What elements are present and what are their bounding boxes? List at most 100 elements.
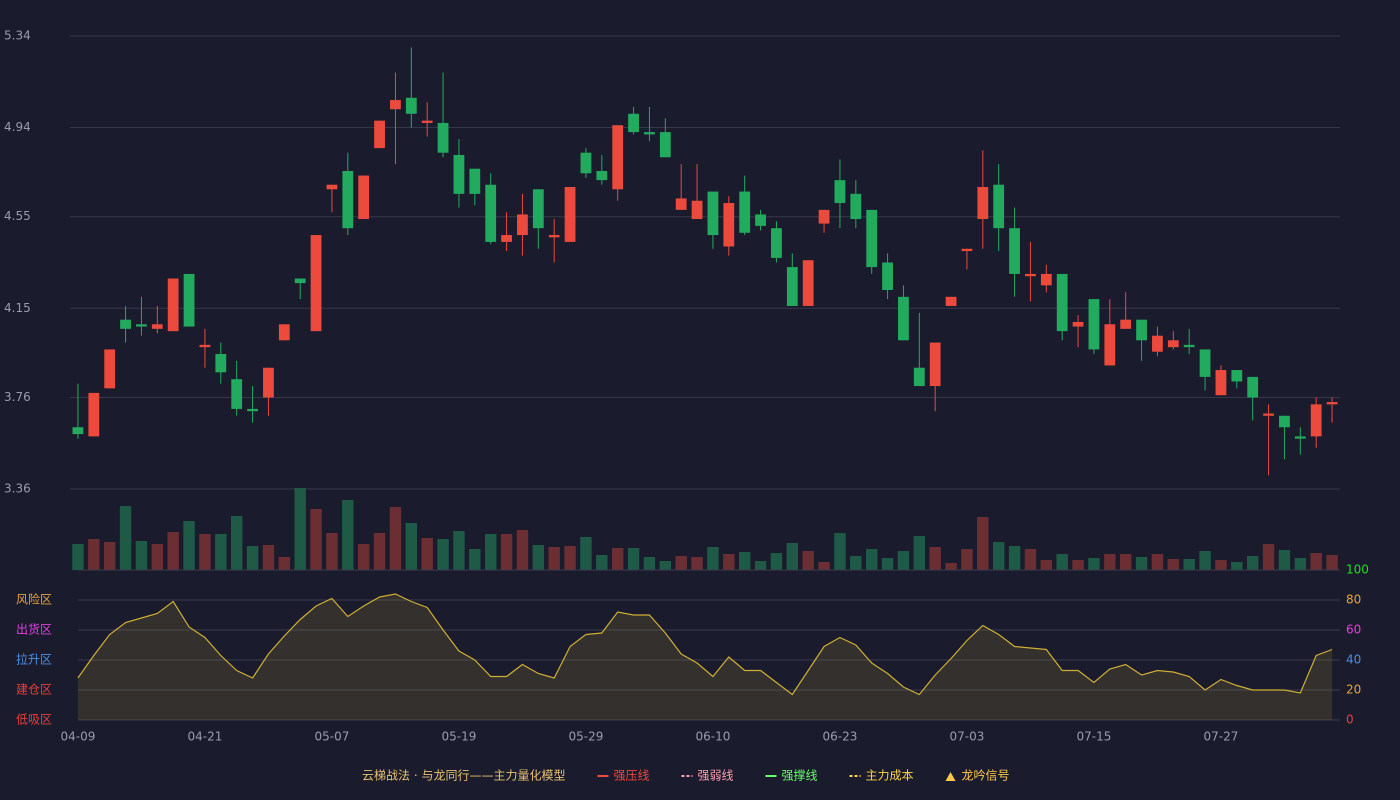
volume-bar xyxy=(1056,554,1068,570)
volume-bar xyxy=(215,534,227,570)
candle-body xyxy=(1199,349,1211,377)
volume-bar xyxy=(1262,544,1275,570)
candle-body xyxy=(612,125,624,190)
candle-body xyxy=(1167,340,1179,348)
legend-label: 强弱线 xyxy=(697,769,733,783)
volume-bar xyxy=(754,561,767,570)
x-tick-label: 05-07 xyxy=(315,730,350,744)
candle-body xyxy=(929,342,941,387)
volume-bar xyxy=(1167,559,1180,570)
volume-bar xyxy=(929,547,941,570)
candle-body xyxy=(1025,273,1036,277)
candle-body xyxy=(167,278,179,332)
volume-bar xyxy=(342,500,354,570)
zone-label: 低吸区 xyxy=(16,713,52,727)
candle-body xyxy=(104,349,116,389)
volume-bar xyxy=(1135,557,1148,570)
candle-body xyxy=(786,267,798,306)
volume-bar xyxy=(135,541,148,570)
volume-bar xyxy=(992,542,1005,570)
volume-bar xyxy=(961,549,973,570)
volume-bar xyxy=(453,531,465,570)
candle-body xyxy=(1183,344,1195,348)
candle-body xyxy=(453,154,465,194)
volume-bar xyxy=(500,534,513,570)
volume-bar xyxy=(1294,558,1307,570)
volume-bar xyxy=(945,563,957,570)
volume-bar xyxy=(167,532,179,570)
x-tick-label: 04-09 xyxy=(61,730,96,744)
candle-body xyxy=(1152,335,1163,352)
volume-bar xyxy=(802,551,814,570)
candle-body xyxy=(1247,376,1259,398)
candle-body xyxy=(755,214,766,226)
volume-bar xyxy=(516,530,529,570)
volume-bar xyxy=(437,539,449,570)
x-tick-label: 07-27 xyxy=(1204,730,1239,744)
volume-bar xyxy=(548,547,560,570)
volume-bar xyxy=(278,557,291,570)
volume-bar xyxy=(850,556,862,570)
y-tick-label: 3.36 xyxy=(4,482,31,496)
candle-body xyxy=(1120,319,1132,329)
candle-body xyxy=(390,100,401,110)
volume-bar xyxy=(469,549,481,570)
volume-bar xyxy=(675,556,687,570)
candle-body xyxy=(1040,273,1052,286)
candle-body xyxy=(358,175,370,220)
candle-body xyxy=(1056,273,1068,332)
volume-bar xyxy=(199,534,211,570)
volume-bar xyxy=(611,548,624,570)
candle-body xyxy=(1263,413,1274,416)
volume-bar xyxy=(405,523,418,570)
candle-body xyxy=(1088,299,1100,350)
candle-body xyxy=(675,198,687,210)
x-tick-label: 06-23 xyxy=(823,730,858,744)
candle-body xyxy=(739,191,751,233)
candle-body xyxy=(644,132,655,135)
candle-body xyxy=(294,278,306,284)
candle-body xyxy=(72,427,84,435)
volume-bar xyxy=(389,507,402,570)
volume-bar xyxy=(183,521,195,570)
candle-body xyxy=(310,235,322,332)
candle-body xyxy=(596,170,608,181)
volume-bar xyxy=(1151,554,1164,570)
candle-body xyxy=(659,132,671,158)
candle-body xyxy=(771,228,782,258)
candle-body xyxy=(913,367,925,387)
candle-body xyxy=(501,235,512,242)
volume-bar xyxy=(977,517,989,570)
volume-bar xyxy=(1310,553,1322,570)
x-tick-label: 04-21 xyxy=(188,730,223,744)
candle-body xyxy=(993,184,1005,229)
candle-body xyxy=(231,379,243,409)
candle-body xyxy=(850,193,862,220)
legend-label: 强压线 xyxy=(613,769,649,783)
candle-body xyxy=(564,187,576,242)
candle-body xyxy=(834,180,846,204)
volume-bar xyxy=(691,557,703,570)
candle-body xyxy=(405,97,417,114)
y-tick-label: 4.55 xyxy=(4,209,31,223)
volume-bar xyxy=(262,545,275,570)
volume-bar xyxy=(72,544,84,570)
candle-body xyxy=(628,113,639,133)
legend-symbol xyxy=(945,772,956,781)
volume-bar xyxy=(834,533,846,570)
candle-body xyxy=(374,120,385,149)
legend-title: 云梯战法 · 与龙同行——主力量化模型 xyxy=(362,769,565,783)
volume-bar xyxy=(1119,554,1132,570)
volume-bar xyxy=(119,506,132,570)
candle-body xyxy=(1072,321,1084,327)
candle-body xyxy=(866,209,878,268)
candle-body xyxy=(691,200,703,220)
volume-bar xyxy=(1278,550,1291,570)
candle-body xyxy=(136,324,147,327)
volume-bar xyxy=(881,558,894,570)
indicator-line xyxy=(77,593,1333,696)
zone-label: 出货区 xyxy=(16,622,52,637)
candle-body xyxy=(263,367,274,398)
volume-bar xyxy=(1231,562,1243,570)
volume-bar xyxy=(1104,554,1116,570)
